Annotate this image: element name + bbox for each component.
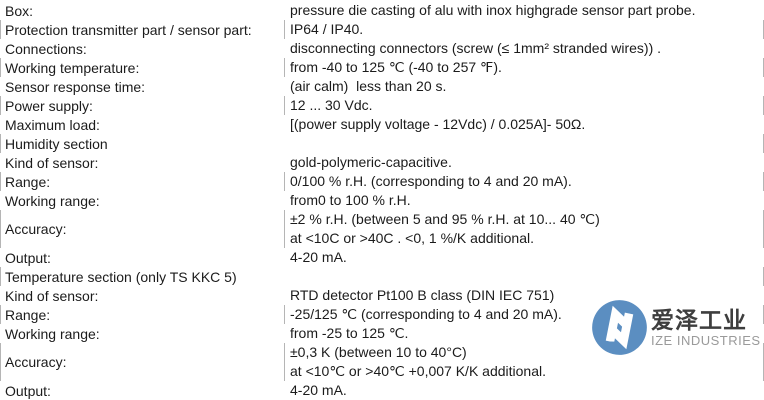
spec-row-label: Output: bbox=[5, 249, 51, 266]
spec-row: Output: 4-20 mA. bbox=[0, 248, 764, 267]
ize-logo-icon bbox=[592, 300, 647, 355]
spec-row-value: ±2 % r.H. (between 5 and 95 % r.H. at 10… bbox=[284, 210, 763, 248]
spec-row: Output: 4-20 mA. bbox=[0, 381, 764, 400]
brand-name-chinese: 爱泽工业 bbox=[651, 307, 747, 333]
spec-row-value: RTD detector Pt100 B class (DIN IEC 751) bbox=[290, 287, 555, 303]
spec-row-value: (air calm) less than 20 s. bbox=[290, 78, 447, 94]
spec-row: Protection transmitter part / sensor par… bbox=[0, 20, 764, 39]
spec-row: Accuracy: ±2 % r.H. (between 5 and 95 % r… bbox=[0, 210, 764, 248]
spec-row: Working range: from0 to 100 % r.H. bbox=[0, 191, 764, 210]
spec-row: Humidity section bbox=[0, 134, 764, 153]
spec-row: Kind of sensor: RTD detector Pt100 B clas… bbox=[0, 286, 764, 305]
brand-text: 爱泽工业 IZE INDUSTRIES bbox=[651, 307, 761, 348]
spec-row: Temperature section (only TS KKC 5) bbox=[0, 267, 764, 286]
spec-row-label: Accuracy: bbox=[5, 221, 67, 237]
spec-row: Range: 0/100 % r.H. (corresponding to 4 a… bbox=[0, 172, 764, 191]
spec-row-label: Kind of sensor: bbox=[5, 154, 99, 171]
spec-row-label: Connections: bbox=[5, 40, 87, 57]
spec-row-label: Range: bbox=[5, 306, 51, 323]
spec-row-label: Maximum load: bbox=[5, 116, 100, 133]
brand-logo: 爱泽工业 IZE INDUSTRIES bbox=[591, 299, 761, 356]
spec-row: Box: pressure die casting of alu with ino… bbox=[0, 1, 764, 20]
spec-row: Accuracy: ±0,3 K (between 10 to 40°C) at … bbox=[0, 343, 764, 381]
spec-row-label: Sensor response time: bbox=[5, 78, 146, 95]
spec-row-label: Power supply: bbox=[5, 97, 93, 114]
spec-row: Kind of sensor: gold-polymeric-capacitive… bbox=[0, 153, 764, 172]
spec-row: Maximum load: [(power supply voltage - 12… bbox=[0, 115, 764, 134]
spec-row-value: 0/100 % r.H. (corresponding to 4 and 20 … bbox=[284, 172, 763, 191]
brand-name-english: IZE INDUSTRIES bbox=[651, 333, 761, 348]
spec-row-value: 4-20 mA. bbox=[290, 382, 347, 398]
spec-row-value: ±0,3 K (between 10 to 40°C) at <10℃ or >… bbox=[284, 343, 763, 381]
spec-row-value: disconnecting connectors (screw (≤ 1mm² … bbox=[290, 40, 662, 56]
spec-row-label: Working range: bbox=[5, 325, 100, 342]
spec-row-label: Humidity section bbox=[5, 135, 108, 152]
spec-row: Power supply: 12 ... 30 Vdc. bbox=[0, 96, 764, 115]
spec-row: Sensor response time: (air calm) less tha… bbox=[0, 77, 764, 96]
spec-row-label: Accuracy: bbox=[5, 354, 67, 370]
spec-row-value: [(power supply voltage - 12Vdc) / 0.025A… bbox=[290, 116, 586, 132]
spec-row: Connections: disconnecting connectors (sc… bbox=[0, 39, 764, 58]
spec-row-value: from -40 to 125 ℃ (-40 to 257 ℉). bbox=[284, 58, 763, 77]
spec-row: Working range: from -25 to 125 ℃. bbox=[0, 324, 764, 343]
spec-row-label: Temperature section (only TS KKC 5) bbox=[5, 268, 237, 285]
spec-row-value: gold-polymeric-capacitive. bbox=[290, 154, 452, 170]
spec-row-value: -25/125 ℃ (corresponding to 4 and 20 mA)… bbox=[284, 305, 763, 324]
spec-row-value: pressure die casting of alu with inox hi… bbox=[290, 2, 696, 18]
spec-row-label: Working range: bbox=[5, 192, 100, 209]
spec-row-value: from0 to 100 % r.H. bbox=[290, 192, 411, 208]
spec-row-value: IP64 / IP40. bbox=[284, 20, 763, 39]
spec-row: Range: -25/125 ℃ (corresponding to 4 and … bbox=[0, 305, 764, 324]
spec-row-label: Protection transmitter part / sensor par… bbox=[5, 21, 252, 38]
spec-row-label: Output: bbox=[5, 382, 51, 399]
spec-row: Working temperature: from -40 to 125 ℃ (-… bbox=[0, 58, 764, 77]
spec-row-label: Range: bbox=[5, 173, 51, 190]
spec-row-label: Kind of sensor: bbox=[5, 287, 99, 304]
spec-row-value: 12 ... 30 Vdc. bbox=[284, 96, 763, 115]
spec-row-label: Working temperature: bbox=[5, 59, 140, 76]
spec-row-value: from -25 to 125 ℃. bbox=[290, 325, 409, 341]
spec-row-label: Box: bbox=[5, 2, 34, 19]
spec-row-value: 4-20 mA. bbox=[290, 249, 347, 265]
